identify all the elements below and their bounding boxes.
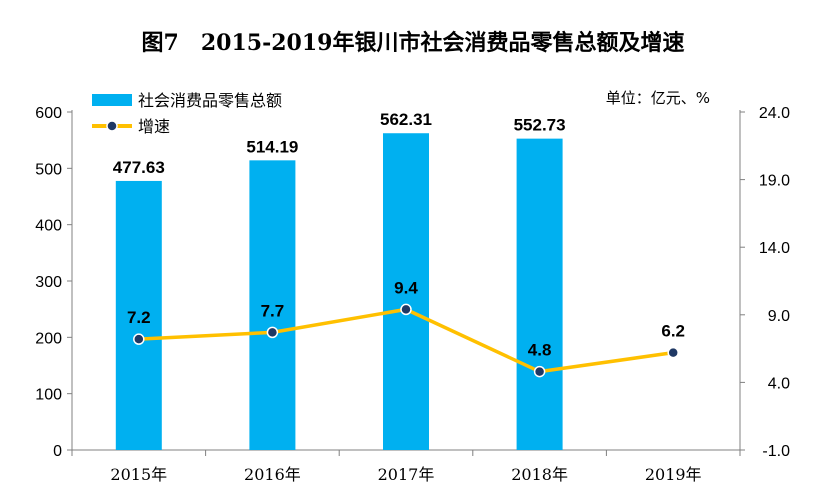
axes: 0 100 200 300 400 500 600 -1.0 4.0 9.0 14.0 19.0 24.… [35,105,790,484]
right-tick-label: -1.0 [762,443,790,460]
growth-value-label: 6.2 [661,322,685,341]
right-tick-label: 4.0 [768,375,790,392]
x-tick-label: 2019年 [645,465,702,484]
legend-bar-label: 社会消费品零售总额 [138,91,282,110]
bar [249,160,296,450]
growth-point [667,346,679,359]
bar-value-label: 552.73 [514,116,566,135]
legend-bar-swatch [92,94,132,106]
growth-point [133,333,145,345]
growth-value-label: 7.2 [127,308,151,327]
left-tick-label: 400 [35,218,62,235]
bar [516,138,563,450]
growth-value-label: 9.4 [394,278,418,297]
bars [115,133,563,450]
x-tick-label: 2017年 [378,465,435,484]
bar-value-label: 477.63 [113,158,165,177]
x-tick-label: 2018年 [511,465,568,484]
growth-value-label: 4.8 [528,341,552,360]
left-tick-label: 300 [35,274,62,291]
left-tick-label: 600 [35,105,62,122]
left-tick-label: 200 [35,330,62,347]
right-tick-label: 19.0 [759,173,790,190]
left-tick-label: 100 [35,387,62,404]
data-labels: 477.63 514.19 562.31 552.73 7.2 7.7 9.4 4.8 6.2 [113,110,685,359]
left-tick-label: 500 [35,161,62,178]
bar-value-label: 514.19 [246,137,298,156]
growth-value-label: 7.7 [261,301,285,320]
x-tick-label: 2015年 [110,465,167,484]
unit-note: 单位：亿元、% [606,89,710,107]
legend-line-marker [106,120,118,132]
bar [383,133,429,450]
legend-line-label: 增速 [138,117,170,136]
chart-title: 图7 2015-2019年银川市社会消费品零售总额及增速 [142,30,685,56]
bar-value-label: 562.31 [380,110,432,129]
growth-line-series [133,303,679,378]
x-tick-label: 2016年 [244,465,301,484]
growth-point [266,326,279,339]
left-tick-label: 0 [53,443,62,460]
bar [115,180,162,450]
right-tick-label: 24.0 [759,105,790,122]
legend: 社会消费品零售总额 增速 [92,91,282,136]
growth-point [533,365,546,378]
right-tick-label: 9.0 [768,308,790,325]
growth-point [400,303,412,316]
right-tick-label: 14.0 [759,240,790,257]
